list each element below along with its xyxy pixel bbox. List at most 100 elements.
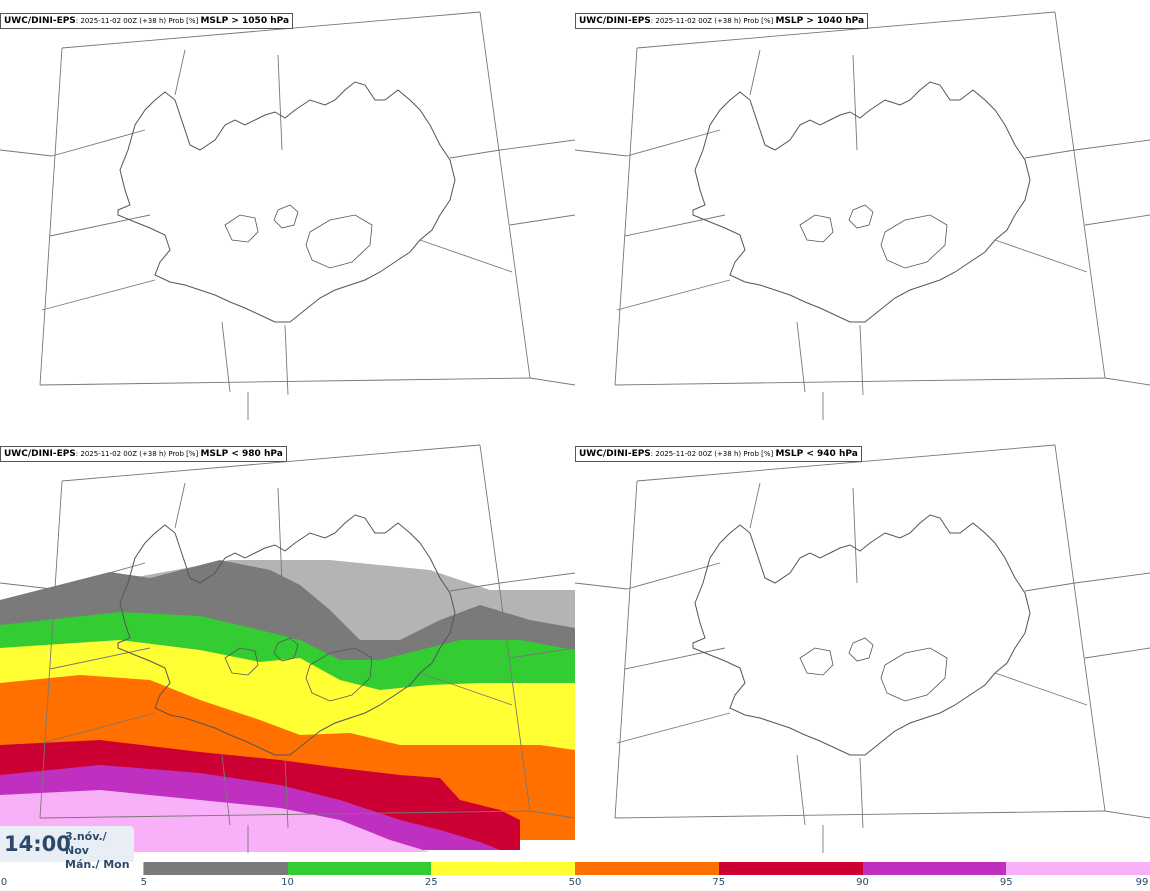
grid-line [174, 49, 186, 96]
grid-line [449, 149, 501, 159]
glacier-outline [224, 214, 259, 243]
grid-line [39, 47, 63, 386]
grid-line [614, 810, 1106, 819]
glacier-outline [880, 214, 948, 269]
grid-line [49, 214, 151, 237]
grid-line [499, 572, 575, 584]
colorbar-segment [862, 862, 1008, 875]
grid-line [39, 810, 531, 819]
iceland-coastline [117, 81, 456, 323]
grid-line [479, 444, 531, 812]
colorbar-segment [143, 862, 289, 875]
grid-line [284, 757, 289, 829]
model-name: UWC/DINI-EPS [4, 449, 76, 459]
iceland-coastline [692, 81, 1031, 323]
panel-title: UWC/DINI-EPS: 2025-11-02 00Z (+38 h) Pro… [0, 13, 294, 29]
grid-line [1104, 810, 1150, 819]
grid-line [994, 239, 1088, 273]
colorbar-segment [718, 862, 864, 875]
iceland-coastline [692, 514, 1031, 756]
grid-line [509, 647, 575, 659]
parameter: MSLP < 980 hPa [200, 449, 283, 459]
lat-lon-grid [575, 11, 1150, 420]
grid-line [449, 582, 501, 592]
grid-line [624, 647, 726, 670]
grid-line [575, 149, 628, 157]
iceland-coastline [117, 514, 456, 756]
grid-line [749, 49, 761, 96]
grid-line [1104, 377, 1150, 386]
grid-line [749, 482, 761, 529]
grid-line [1084, 214, 1150, 226]
panel-title: UWC/DINI-EPS: 2025-11-02 00Z (+38 h) Pro… [575, 13, 869, 29]
grid-line [616, 279, 731, 311]
grid-line [61, 444, 481, 482]
grid-line [499, 139, 575, 151]
panel-title: UWC/DINI-EPS: 2025-11-02 00Z (+38 h) Pro… [0, 446, 287, 462]
colorbar-label: 10 [281, 877, 294, 888]
grid-line [221, 321, 231, 393]
grid-line [1074, 572, 1150, 584]
grid-line [277, 54, 283, 151]
grid-line [419, 239, 513, 273]
run-info: : 2025-11-02 00Z (+38 h) Prob [%] [75, 17, 201, 25]
grid-line [529, 377, 575, 386]
grid-line [61, 11, 481, 49]
grid-line [41, 279, 156, 311]
model-name: UWC/DINI-EPS [579, 449, 651, 459]
glacier-outline [224, 647, 259, 676]
grid-line [529, 810, 575, 819]
grid-line [49, 647, 151, 670]
grid-line [624, 214, 726, 237]
grid-line [1024, 582, 1076, 592]
valid-time-box: 14:00 3.nóv./ Nov Mán./ Mon [0, 826, 134, 871]
grid-line [614, 480, 638, 819]
iceland-map [0, 11, 575, 420]
map-panel-top-right: UWC/DINI-EPS: 2025-11-02 00Z (+38 h) Pro… [575, 0, 1150, 430]
grid-line [479, 11, 531, 379]
grid-line [1024, 149, 1076, 159]
parameter: MSLP < 940 hPa [775, 449, 858, 459]
grid-line [859, 324, 864, 396]
grid-line [1054, 11, 1106, 379]
valid-time: 14:00 [4, 832, 71, 856]
colorbar-label: 90 [856, 877, 869, 888]
grid-line [626, 562, 721, 590]
probability-colorbar: 0 5 10 25 50 75 90 95 99 [0, 862, 1150, 891]
model-name: UWC/DINI-EPS [4, 16, 76, 26]
map-panel-bottom-right: UWC/DINI-EPS: 2025-11-02 00Z (+38 h) Pro… [575, 433, 1150, 863]
grid-line [41, 712, 156, 744]
panel-title: UWC/DINI-EPS: 2025-11-02 00Z (+38 h) Pro… [575, 446, 862, 462]
grid-line [1054, 444, 1106, 812]
grid-line [1074, 139, 1150, 151]
glacier-outline [799, 647, 834, 676]
lat-lon-grid [0, 11, 575, 420]
colorbar-label: 0 [0, 877, 8, 888]
colorbar-segment [287, 862, 433, 875]
glacier-outline [848, 637, 874, 662]
grid-line [509, 214, 575, 226]
glacier-outline [880, 647, 948, 702]
glacier-outline [273, 204, 299, 229]
grid-line [575, 582, 628, 590]
grid-line [39, 480, 63, 819]
map-panel-bottom-left: UWC/DINI-EPS: 2025-11-02 00Z (+38 h) Pro… [0, 433, 575, 863]
colorbar-label: 50 [568, 877, 582, 888]
grid-line [614, 47, 638, 386]
grid-line [0, 582, 53, 590]
grid-line [994, 672, 1088, 706]
colorbar-segment [575, 862, 720, 875]
date-line-1: 3.nóv./ Nov [65, 830, 107, 857]
glacier-outline [273, 637, 299, 662]
grid-line [626, 129, 721, 157]
grid-line [636, 444, 1056, 482]
grid-line [419, 672, 513, 706]
grid-line [284, 324, 289, 396]
lat-lon-grid [0, 444, 575, 853]
grid-line [221, 754, 231, 826]
run-info: : 2025-11-02 00Z (+38 h) Prob [%] [650, 17, 776, 25]
grid-line [614, 377, 1106, 386]
grid-line [1084, 647, 1150, 659]
grid-line [616, 712, 731, 744]
grid-line [0, 149, 53, 157]
